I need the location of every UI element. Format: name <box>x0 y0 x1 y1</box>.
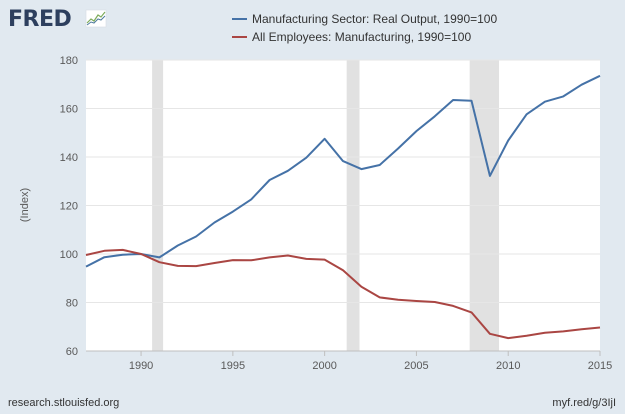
data-point-s1-2000[interactable] <box>322 257 327 262</box>
data-point-s0-2007[interactable] <box>451 98 456 103</box>
data-point-s1-2009[interactable] <box>487 331 492 336</box>
data-point-s1-2012[interactable] <box>542 330 547 335</box>
data-point-s0-1999[interactable] <box>304 155 309 160</box>
data-point-s0-2015[interactable] <box>598 73 603 78</box>
data-point-s0-2010[interactable] <box>506 138 511 143</box>
series-line-1[interactable] <box>85 248 601 340</box>
fred-logo-text: FRED <box>8 7 71 32</box>
data-point-s1-1991[interactable] <box>157 260 162 265</box>
data-point-s1-2013[interactable] <box>561 329 566 334</box>
data-point-s0-2002[interactable] <box>359 167 364 172</box>
x-tick-label-2015: 2015 <box>588 360 612 372</box>
data-point-s1-1996[interactable] <box>249 258 254 263</box>
data-point-s1-1997[interactable] <box>267 255 272 260</box>
chart-line-logo-icon <box>85 9 107 28</box>
data-point-s0-1996[interactable] <box>249 197 254 202</box>
data-point-s1-2010[interactable] <box>506 336 511 341</box>
footer-shortlink[interactable]: myf.red/g/3IjI <box>552 397 616 409</box>
data-point-s0-2006[interactable] <box>432 114 437 119</box>
data-point-s1-2008[interactable] <box>469 310 474 315</box>
y-axis-title: (Index) <box>19 188 31 222</box>
legend-item-output[interactable]: Manufacturing Sector: Real Output, 1990=… <box>232 12 497 26</box>
data-point-s1-2006[interactable] <box>432 300 437 305</box>
data-point-s0-2012[interactable] <box>542 99 547 104</box>
data-point-s0-2000[interactable] <box>322 136 327 141</box>
y-tick-label-60: 60 <box>66 346 78 358</box>
data-point-s1-2014[interactable] <box>579 327 584 332</box>
legend-label-employees: All Employees: Manufacturing, 1990=100 <box>252 30 471 44</box>
data-point-s1-2011[interactable] <box>524 333 529 338</box>
data-point-s1-1999[interactable] <box>304 256 309 261</box>
y-tick-label-180: 180 <box>60 55 78 67</box>
data-point-s0-2001[interactable] <box>341 159 346 164</box>
data-point-s0-2003[interactable] <box>377 163 382 168</box>
data-point-s1-2003[interactable] <box>377 295 382 300</box>
data-point-s1-2007[interactable] <box>451 303 456 308</box>
data-point-s1-2015[interactable] <box>598 325 603 330</box>
gridlines <box>86 59 600 352</box>
data-point-s0-1993[interactable] <box>194 234 199 239</box>
y-axis-ticks: 60 80 100 120 140 160 180 <box>60 55 78 358</box>
x-tick-label-1990: 1990 <box>129 360 153 372</box>
data-point-s0-2013[interactable] <box>561 94 566 99</box>
data-point-s0-1992[interactable] <box>175 243 180 248</box>
legend-item-employees[interactable]: All Employees: Manufacturing, 1990=100 <box>232 30 471 44</box>
series-line-0[interactable] <box>85 74 601 268</box>
data-point-s0-2004[interactable] <box>396 146 401 151</box>
data-point-s0-2008[interactable] <box>469 98 474 103</box>
data-point-s0-1998[interactable] <box>285 168 290 173</box>
fred-logo[interactable]: FRED <box>8 7 107 32</box>
legend-label-output: Manufacturing Sector: Real Output, 1990=… <box>252 12 497 26</box>
series-lines <box>84 73 603 341</box>
data-point-s1-1995[interactable] <box>230 258 235 263</box>
data-point-s1-1998[interactable] <box>285 253 290 258</box>
legend: Manufacturing Sector: Real Output, 1990=… <box>232 12 497 44</box>
data-point-s0-2011[interactable] <box>524 112 529 117</box>
y-tick-label-120: 120 <box>60 201 78 213</box>
data-point-s0-2005[interactable] <box>414 129 419 134</box>
data-point-s0-1991[interactable] <box>157 255 162 260</box>
data-point-s1-2005[interactable] <box>414 299 419 304</box>
data-point-s1-2004[interactable] <box>396 297 401 302</box>
footer-source-link[interactable]: research.stlouisfed.org <box>8 397 119 409</box>
x-axis-ticks: 1990 1995 2000 2005 2010 2015 <box>129 351 612 372</box>
y-tick-label-100: 100 <box>60 249 78 261</box>
data-point-s1-1989[interactable] <box>120 247 125 252</box>
x-tick-label-2010: 2010 <box>496 360 520 372</box>
x-tick-label-2005: 2005 <box>404 360 428 372</box>
data-point-s1-2001[interactable] <box>341 268 346 273</box>
data-point-s1-1988[interactable] <box>102 248 107 253</box>
y-tick-label-160: 160 <box>60 104 78 116</box>
data-point-s1-1992[interactable] <box>175 263 180 268</box>
data-point-s1-1993[interactable] <box>194 264 199 269</box>
data-point-s0-1989[interactable] <box>120 252 125 257</box>
data-point-s0-1987[interactable] <box>84 264 89 269</box>
data-point-s1-1990[interactable] <box>139 252 144 257</box>
data-point-s1-1987[interactable] <box>84 252 89 257</box>
data-point-s1-1994[interactable] <box>212 260 217 265</box>
data-point-s0-1995[interactable] <box>230 209 235 214</box>
y-tick-label-140: 140 <box>60 152 78 164</box>
data-point-s0-1997[interactable] <box>267 178 272 183</box>
data-point-s1-2002[interactable] <box>359 284 364 289</box>
data-point-s0-2009[interactable] <box>487 173 492 178</box>
x-tick-label-2000: 2000 <box>312 360 336 372</box>
y-tick-label-80: 80 <box>66 298 78 310</box>
data-point-s0-1994[interactable] <box>212 220 217 225</box>
x-tick-label-1995: 1995 <box>221 360 245 372</box>
data-point-s0-2014[interactable] <box>579 82 584 87</box>
data-point-s0-1988[interactable] <box>102 255 107 260</box>
